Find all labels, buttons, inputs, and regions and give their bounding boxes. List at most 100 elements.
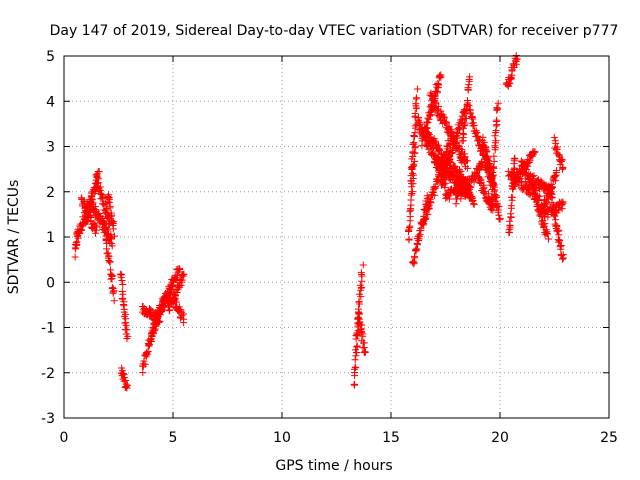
data-point [451, 139, 459, 147]
data-point [119, 281, 127, 289]
data-point [559, 164, 567, 172]
data-point [352, 364, 360, 372]
data-point [106, 238, 114, 246]
data-point [437, 107, 445, 115]
data-point [139, 369, 147, 377]
data-point [518, 158, 526, 166]
data-point [505, 226, 513, 234]
data-point [430, 191, 438, 199]
data-point [469, 115, 477, 123]
data-point [507, 204, 515, 212]
data-point [433, 175, 441, 183]
data-point [489, 180, 497, 188]
y-tick-label: 5 [46, 49, 55, 65]
data-point [514, 175, 522, 183]
data-point [425, 204, 433, 212]
data-point [407, 196, 415, 204]
data-point [356, 320, 364, 328]
data-point [409, 148, 417, 156]
data-point [124, 332, 132, 340]
data-point [473, 128, 481, 136]
data-point [506, 217, 514, 225]
data-point [495, 215, 503, 223]
data-point [464, 97, 472, 105]
data-point [121, 377, 129, 385]
data-point [548, 194, 556, 202]
data-point [408, 188, 416, 196]
data-point [353, 343, 361, 351]
data-point [405, 225, 413, 233]
data-point [558, 156, 566, 164]
data-point [158, 305, 166, 313]
data-point [413, 85, 421, 93]
data-point [101, 226, 109, 234]
data-point [410, 133, 418, 141]
data-point [414, 241, 422, 249]
data-point [543, 230, 551, 238]
data-point [405, 236, 413, 244]
data-point [417, 226, 425, 234]
data-point [353, 331, 361, 339]
data-point [536, 192, 544, 200]
data-point [485, 190, 493, 198]
data-point [541, 212, 549, 220]
data-point [108, 242, 116, 250]
data-point [80, 198, 88, 206]
data-point [416, 231, 424, 239]
data-point [359, 261, 367, 269]
x-tick-label: 15 [382, 430, 400, 446]
data-point [143, 348, 151, 356]
data-point [511, 154, 519, 162]
data-point [425, 115, 433, 123]
data-point [105, 191, 113, 199]
data-point [180, 270, 188, 278]
data-point [555, 226, 563, 234]
data-point [559, 199, 567, 207]
data-point [558, 205, 566, 213]
grid [64, 56, 609, 418]
data-point [98, 190, 106, 198]
data-point [453, 191, 461, 199]
data-point [468, 193, 476, 201]
data-point [148, 338, 156, 346]
data-point [513, 55, 521, 63]
data-point [92, 229, 100, 237]
data-point [443, 164, 451, 172]
data-point [493, 201, 501, 209]
data-point [488, 194, 496, 202]
data-point [479, 133, 487, 141]
data-point [480, 138, 488, 146]
data-point [483, 152, 491, 160]
data-point [357, 293, 365, 301]
data-point [547, 189, 555, 197]
data-point [120, 374, 128, 382]
data-point [531, 148, 539, 156]
data-point [431, 183, 439, 191]
data-point [470, 119, 478, 127]
data-point [123, 326, 131, 334]
data-point [413, 94, 421, 102]
data-point [462, 107, 470, 115]
data-point [480, 183, 488, 191]
data-point [422, 214, 430, 222]
x-tick-label: 10 [273, 430, 291, 446]
data-point [424, 119, 432, 127]
data-point [436, 72, 444, 80]
data-point [91, 221, 99, 229]
data-point [460, 190, 468, 198]
data-point [108, 218, 116, 226]
data-point [358, 283, 366, 291]
data-point [415, 237, 423, 245]
data-point [559, 255, 567, 263]
data-point [117, 273, 125, 281]
data-point [410, 260, 418, 268]
data-point [426, 112, 434, 120]
data-point [165, 307, 173, 315]
data-point [493, 105, 501, 113]
data-point [521, 162, 529, 170]
data-point [494, 99, 502, 107]
data-point [488, 185, 496, 193]
data-point [358, 272, 366, 280]
data-point [489, 171, 497, 179]
